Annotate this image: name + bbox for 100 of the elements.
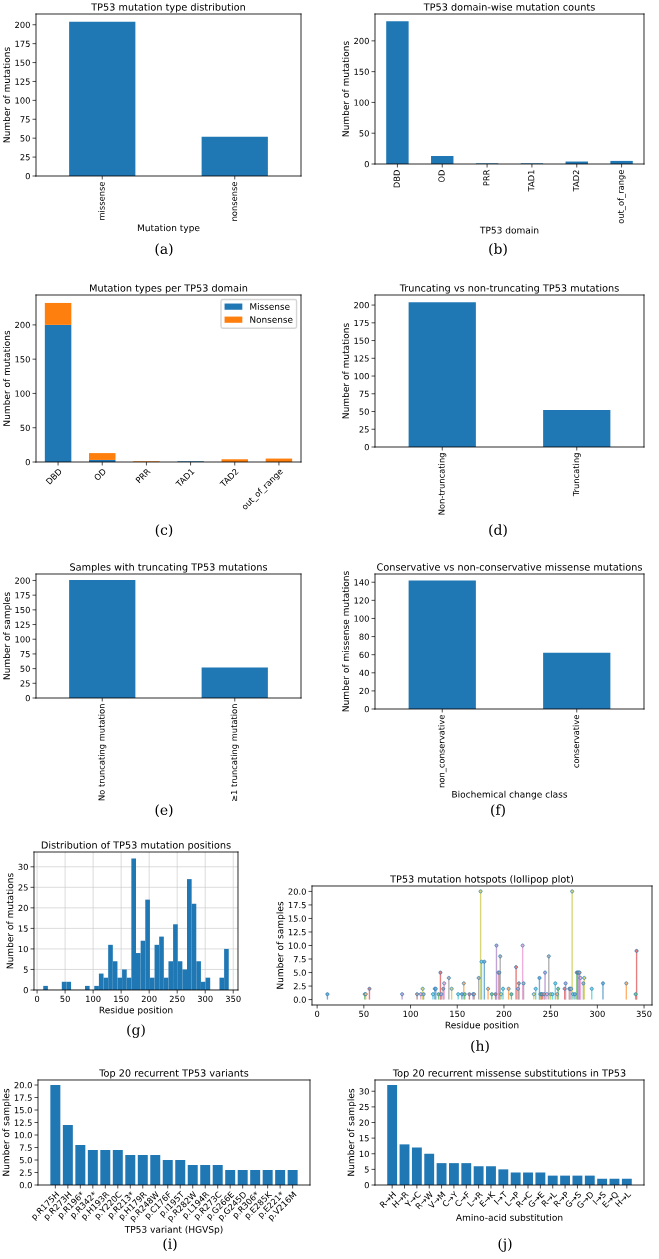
x-axis-title: Residue position <box>99 1006 173 1016</box>
y-tick-label: 10 <box>359 1150 369 1158</box>
x-tick-label: non_conservative <box>438 715 447 788</box>
text: (e) <box>155 804 173 817</box>
chart-title: TP53 mutation hotspots (lollipop plot) <box>390 875 574 885</box>
x-tick-label: TAD1 <box>528 170 535 192</box>
y-tick-label: 0 <box>364 160 369 168</box>
y-tick-label: 15.0 <box>14 1106 32 1114</box>
y-tick-label: 200 <box>15 577 30 584</box>
y-tick-label: 100 <box>354 615 369 622</box>
y-tick-label: 25 <box>20 680 30 687</box>
y-tick-label: 2.5 <box>293 983 306 990</box>
y-tick-label: 20.0 <box>288 888 306 895</box>
y-tick-label: 100 <box>354 99 369 106</box>
y-tick-label: 125 <box>15 78 30 85</box>
y-tick-label: 0 <box>25 458 30 466</box>
y-tick-label: 25 <box>359 1103 369 1111</box>
x-tick-label: PRR <box>135 467 151 484</box>
x-tick-label: 50 <box>60 995 70 1003</box>
y-tick-label: 200 <box>354 302 369 309</box>
y-tick-label: 50 <box>359 408 369 415</box>
x-tick-label: nonsense <box>232 182 238 221</box>
y-tick-label: 75 <box>20 116 30 123</box>
y-axis-title: Number of mutations <box>3 330 11 426</box>
y-tick-label: 20 <box>18 904 28 912</box>
y-tick-label: 60 <box>359 651 369 658</box>
y-tick-label: 15 <box>18 925 28 932</box>
y-tick-label: 12.5 <box>288 928 306 936</box>
y-tick-label: 17.5 <box>288 902 306 909</box>
y-tick-label: 100 <box>15 97 30 104</box>
x-tick-label: 300 <box>590 1010 605 1018</box>
chart-title: TP53 domain-wise mutation counts <box>423 3 595 11</box>
x-tick-label: 100 <box>403 1010 418 1018</box>
x-tick-label: PRR <box>483 169 490 186</box>
x-tick-label: ≥1 truncating mutation <box>230 704 239 802</box>
chart-title: Conservative vs non-conservative missense mutations <box>377 563 642 571</box>
chart-title: Mutation types per TP53 domain <box>90 284 248 294</box>
text: (a) <box>155 243 173 256</box>
text: (c) <box>155 524 173 537</box>
y-tick-label: 150 <box>15 356 30 363</box>
x-tick-label: 150 <box>450 1010 465 1018</box>
x-tick-label: OD <box>438 170 445 183</box>
chart-title: Top 20 recurrent missense substitutions in TP53 <box>392 1069 626 1079</box>
y-tick-label: 50 <box>20 424 30 432</box>
y-tick-label: 100 <box>354 373 369 380</box>
y-tick-label: 175 <box>15 592 30 599</box>
y-tick-label: 5.0 <box>293 969 306 976</box>
x-tick-label: 100 <box>86 995 101 1003</box>
y-tick-label: 125 <box>354 355 369 362</box>
y-tick-label: 25 <box>359 426 369 433</box>
y-tick-label: 10.0 <box>288 942 306 949</box>
y-tick-label: 25 <box>18 884 28 891</box>
y-tick-label: 10 <box>18 945 28 953</box>
x-tick-label: TAD2 <box>572 170 580 192</box>
chart-title: Distribution of TP53 mutation positions <box>41 841 231 851</box>
y-tick-label: 150 <box>15 59 30 66</box>
y-tick-label: 30 <box>359 1088 369 1095</box>
y-tick-label: 175 <box>15 40 30 47</box>
x-axis-title: TP53 variant (HGVSp) <box>124 1225 223 1235</box>
y-tick-label: 20 <box>359 1119 369 1126</box>
legend-label: Nonsense <box>250 316 293 323</box>
y-tick-label: 80 <box>359 633 369 640</box>
x-axis-title: Mutation type <box>137 224 200 233</box>
text: (b) <box>489 243 507 256</box>
y-tick-label: 5 <box>364 1166 369 1173</box>
y-tick-label: 0.0 <box>19 1181 32 1189</box>
y-tick-label: 7.5 <box>19 1144 32 1151</box>
y-tick-label: 150 <box>354 68 369 75</box>
chart-title: Top 20 recurrent TP53 variants <box>99 1069 249 1079</box>
text: (d) <box>489 524 507 537</box>
text: (g) <box>127 1024 145 1038</box>
y-tick-label: 2.5 <box>19 1169 32 1176</box>
x-tick-label: conservative <box>572 715 580 768</box>
x-axis-title: Residue position <box>445 1021 519 1031</box>
y-axis-title: Number of samples <box>3 592 12 680</box>
chart-title: Samples with truncating TP53 mutations <box>70 563 268 573</box>
y-tick-label: 200 <box>15 21 30 29</box>
x-axis-title: TP53 domain <box>479 226 539 234</box>
x-tick-label: 0 <box>315 1010 320 1018</box>
x-tick-label: 150 <box>114 995 129 1003</box>
y-tick-label: 50 <box>359 130 369 137</box>
text: (i) <box>163 1238 177 1251</box>
x-tick-label: out_of_range <box>617 170 626 224</box>
y-tick-label: 20.0 <box>14 1081 32 1089</box>
x-tick-label: No truncating mutation <box>98 704 107 801</box>
x-tick-label: Truncating <box>572 453 581 497</box>
chart-title: Truncating vs non-truncating TP53 mutations <box>399 284 619 294</box>
y-tick-label: 20 <box>359 687 369 695</box>
y-tick-label: 15 <box>359 1135 369 1142</box>
y-tick-label: 50 <box>20 135 30 142</box>
x-tick-label: OD <box>93 468 107 481</box>
x-tick-label: 0 <box>34 995 40 1003</box>
y-tick-label: 100 <box>15 390 30 397</box>
y-tick-label: 100 <box>15 636 30 643</box>
y-tick-label: 75 <box>20 651 30 658</box>
y-tick-label: 75 <box>359 390 369 398</box>
y-tick-label: 5 <box>23 966 28 973</box>
x-tick-label: 250 <box>543 1010 559 1018</box>
y-tick-label: 50 <box>20 665 30 672</box>
y-tick-label: 7.5 <box>293 956 306 963</box>
